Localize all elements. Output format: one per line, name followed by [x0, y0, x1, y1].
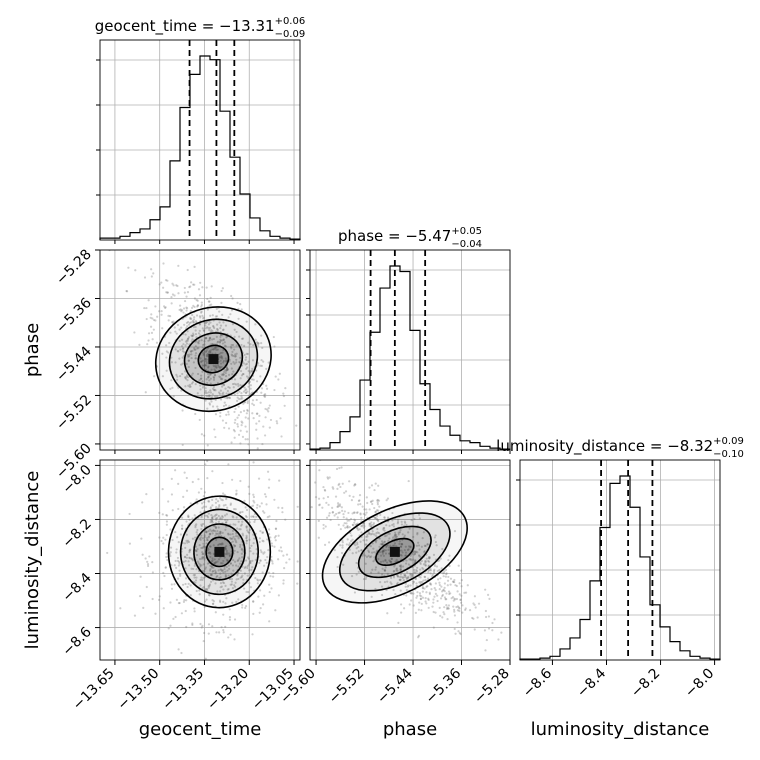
y-axis-label-luminosity_distance: luminosity_distance — [22, 471, 43, 650]
x-tick-label: −8.6 — [520, 665, 555, 700]
histogram-geocent_time — [99, 55, 301, 240]
panel-frame — [99, 39, 301, 241]
panel-frame — [99, 459, 301, 661]
x-tick-label: −8.0 — [682, 666, 717, 701]
joint-panel-geocent_time-phase — [99, 249, 301, 451]
panel-title-err-minus: −0.09 — [275, 29, 306, 40]
x-tick-label: −13.50 — [115, 666, 163, 714]
x-tick-label: −5.36 — [423, 665, 465, 707]
scatter-points — [310, 460, 503, 652]
contour-level-0 — [321, 500, 468, 604]
x-axis-label-geocent_time: geocent_time — [139, 719, 262, 740]
x-tick-label: −8.4 — [574, 665, 609, 700]
x-tick-label: −13.35 — [159, 666, 207, 714]
x-axis-label-luminosity_distance: luminosity_distance — [531, 719, 710, 740]
joint-panel-geocent_time-luminosity_distance — [99, 459, 301, 661]
panel-frame — [309, 249, 511, 451]
joint-panel-phase-luminosity_distance — [309, 459, 511, 661]
y-tick-label: −8.2 — [59, 516, 94, 551]
x-axis-luminosity_distance: −8.6 −8.4 −8.2 −8.0 luminosity_distance — [520, 660, 717, 740]
histogram-luminosity_distance — [519, 475, 721, 660]
contour-level-0 — [154, 306, 272, 413]
x-tick-label: −13.20 — [204, 666, 252, 714]
panel-title-luminosity_distance: luminosity_distance = −8.32+0.09 — [496, 436, 744, 456]
hist-panel-luminosity_distance: luminosity_distance = −8.32+0.09−0.10 — [496, 436, 744, 661]
y-tick-label: −8.4 — [59, 570, 94, 605]
scatter-points — [106, 460, 300, 660]
y-tick-label: −8.6 — [59, 624, 94, 659]
x-axis-geocent_time: −13.65−13.50−13.35−13.20−13.05geocent_ti… — [70, 660, 297, 740]
y-tick-label: −5.44 — [53, 343, 95, 385]
panel-frame — [99, 249, 301, 451]
y-axis-label-phase: phase — [22, 323, 43, 377]
histogram-phase — [309, 265, 511, 450]
panel-frame — [309, 459, 511, 661]
scatter-points — [108, 250, 298, 450]
x-tick-label: −5.52 — [326, 666, 368, 708]
panel-title-err-minus: −0.10 — [713, 449, 744, 460]
density-peak — [214, 546, 225, 557]
contour-level-0 — [167, 495, 272, 609]
hist-panel-geocent_time: geocent_time = −13.31+0.06−0.09 — [95, 16, 306, 241]
density-peak — [389, 546, 400, 557]
panel-frame — [519, 459, 721, 661]
density-peak — [208, 354, 219, 365]
hist-panel-phase: phase = −5.47+0.05−0.04 — [306, 226, 511, 451]
x-tick-label: −13.65 — [70, 666, 118, 714]
x-tick-label: −5.44 — [374, 665, 416, 707]
panel-title-phase: phase = −5.47+0.05 — [338, 226, 482, 245]
y-tick-label: −5.28 — [53, 247, 95, 289]
x-tick-label: −8.2 — [628, 666, 663, 701]
panel-title-geocent_time: geocent_time = −13.31+0.06 — [95, 16, 305, 36]
x-tick-label: −5.28 — [471, 666, 513, 708]
x-axis-label-phase: phase — [383, 719, 437, 740]
y-tick-label: −5.36 — [53, 295, 95, 337]
panel-title-err-minus: −0.04 — [451, 239, 482, 250]
y-tick-label: −5.52 — [53, 392, 95, 434]
